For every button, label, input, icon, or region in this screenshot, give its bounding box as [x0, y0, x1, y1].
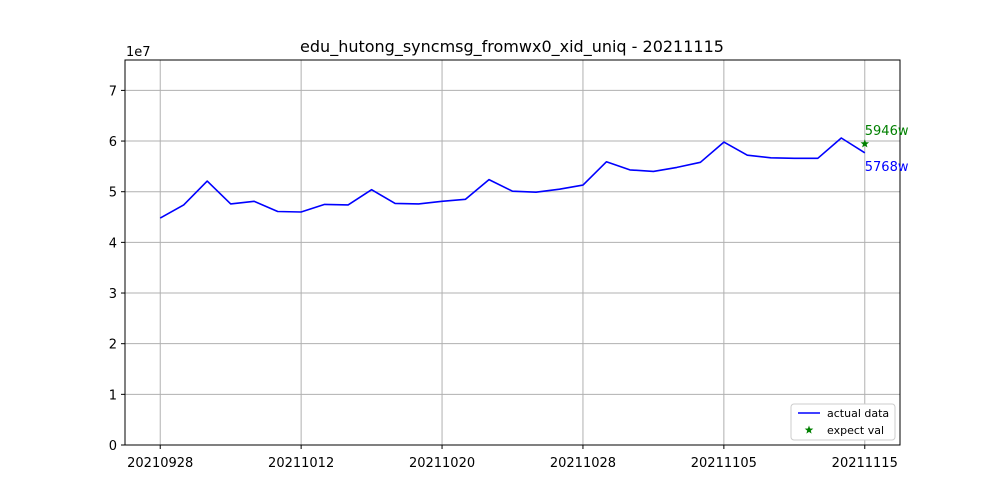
- axes-frame: [124, 59, 901, 446]
- expect-value-annotation: 5946w: [865, 124, 909, 139]
- legend: actual data expect val: [790, 403, 896, 441]
- expect-value-star: [860, 139, 870, 148]
- legend-label-expect: expect val: [827, 424, 884, 437]
- y-tick-label: 3: [109, 287, 117, 302]
- y-tick-label: 1: [109, 388, 117, 403]
- x-tick-label: 20211105: [691, 456, 757, 471]
- y-tick-label: 2: [109, 338, 117, 353]
- y-tick-label: 6: [109, 135, 117, 150]
- x-tick-label: 20211020: [409, 456, 475, 471]
- x-tick-label: 20211028: [550, 456, 616, 471]
- x-tick-label: 20210928: [127, 456, 193, 471]
- y-tick-label: 7: [109, 84, 117, 99]
- y-tick-label: 0: [109, 439, 117, 454]
- legend-star-icon: [804, 425, 814, 434]
- y-tick-label: 5: [109, 186, 117, 201]
- chart-title: edu_hutong_syncmsg_fromwx0_xid_uniq - 20…: [300, 37, 724, 57]
- actual-data-line: [159, 137, 866, 219]
- y-tick-label: 4: [109, 236, 117, 251]
- legend-label-actual: actual data: [827, 407, 889, 420]
- x-tick-label: 20211115: [832, 456, 898, 471]
- x-tick-label: 20211012: [268, 456, 334, 471]
- actual-value-annotation: 5768w: [865, 160, 909, 175]
- grid: [125, 60, 900, 446]
- plot-area: [159, 137, 870, 219]
- axes-ticks: 0 1 2 3 4 5 6 7 20210928 20211012 20211020 20211028…: [109, 84, 898, 471]
- y-multiplier-label: 1e7: [126, 45, 151, 60]
